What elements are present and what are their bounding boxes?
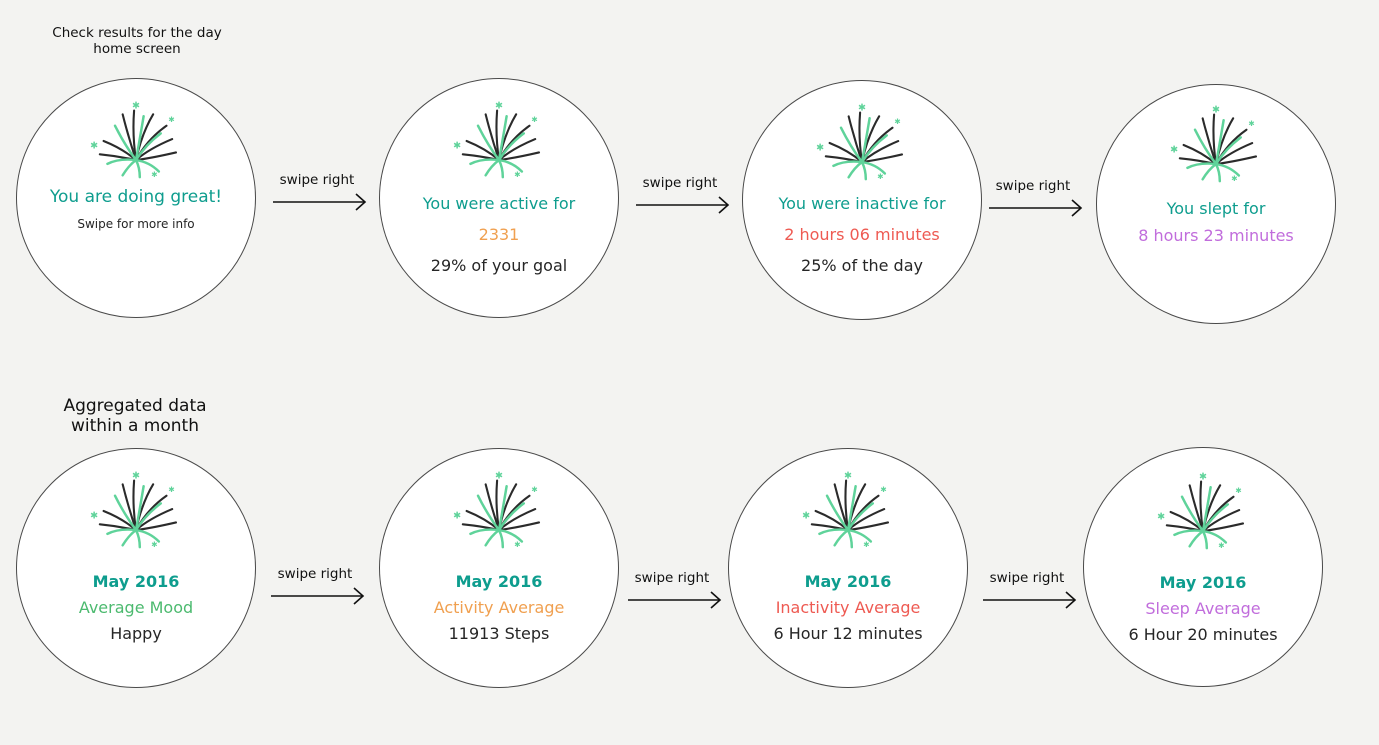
activity-average-value: 11913 Steps xyxy=(448,624,550,643)
activity-average-label: Activity Average xyxy=(433,598,565,617)
daily-screen-inactivity: You were inactive for 2 hours 06 minutes… xyxy=(742,80,982,320)
activity-goal-percent: 29% of your goal xyxy=(430,256,568,275)
sleep-caption: You slept for xyxy=(1166,199,1266,218)
sleep-average-value: 6 Hour 20 minutes xyxy=(1128,625,1278,644)
monthly-screen-mood: May 2016 Average Mood Happy xyxy=(16,448,256,688)
monthly-heading-line-1: Aggregated data xyxy=(63,396,207,416)
inactivity-caption: You were inactive for xyxy=(778,194,946,213)
mood-metric-label: Average Mood xyxy=(78,598,194,617)
arrow-right-icon xyxy=(271,587,365,605)
swipe-right-label: swipe right xyxy=(995,178,1071,194)
swipe-right-arrow-6: swipe right xyxy=(980,570,1080,610)
fireworks-icon xyxy=(1169,105,1258,185)
daily-screen-summary: You are doing great! Swipe for more info xyxy=(16,78,256,318)
swipe-right-arrow-2: swipe right xyxy=(633,175,733,215)
mood-value: Happy xyxy=(110,624,162,643)
arrow-right-icon xyxy=(983,591,1077,609)
swipe-right-label: swipe right xyxy=(634,570,710,586)
monthly-screen-inactivity: May 2016 Inactivity Average 6 Hour 12 mi… xyxy=(728,448,968,688)
swipe-right-arrow-3: swipe right xyxy=(986,178,1086,218)
monthly-screen-sleep: May 2016 Sleep Average 6 Hour 20 minutes xyxy=(1083,447,1323,687)
swipe-right-label: swipe right xyxy=(989,570,1065,586)
monthly-screen-activity: May 2016 Activity Average 11913 Steps xyxy=(379,448,619,688)
greeting-text: You are doing great! xyxy=(49,187,223,207)
swipe-right-arrow-5: swipe right xyxy=(625,570,725,610)
daily-screen-activity: You were active for 2331 29% of your goa… xyxy=(379,78,619,318)
inactivity-value: 2 hours 06 minutes xyxy=(784,225,940,244)
monthly-heading-line-2: within a month xyxy=(71,416,199,437)
activity-value: 2331 xyxy=(478,225,520,244)
fireworks-icon xyxy=(89,101,178,181)
fireworks-icon xyxy=(815,103,904,183)
sleep-month: May 2016 xyxy=(1159,573,1247,592)
fireworks-icon xyxy=(801,471,890,551)
fireworks-icon xyxy=(89,471,178,551)
activity-caption: You were active for xyxy=(422,194,576,213)
daily-heading: Check results for the day home screen xyxy=(36,25,238,57)
sleep-average-label: Sleep Average xyxy=(1145,599,1261,618)
arrow-right-icon xyxy=(273,193,367,211)
fireworks-icon xyxy=(452,471,541,551)
daily-screen-sleep: You slept for 8 hours 23 minutes xyxy=(1096,84,1336,324)
swipe-hint-text: Swipe for more info xyxy=(77,217,195,231)
monthly-heading: Aggregated data within a month xyxy=(44,396,226,437)
swipe-right-label: swipe right xyxy=(642,175,718,191)
fireworks-icon xyxy=(452,101,541,181)
daily-heading-line-1: Check results for the day xyxy=(52,25,222,41)
arrow-right-icon xyxy=(628,591,722,609)
swipe-right-arrow-1: swipe right xyxy=(270,172,370,212)
sleep-value: 8 hours 23 minutes xyxy=(1138,226,1294,245)
mood-month: May 2016 xyxy=(92,572,180,591)
inactivity-month: May 2016 xyxy=(804,572,892,591)
activity-month: May 2016 xyxy=(455,572,543,591)
daily-heading-line-2: home screen xyxy=(93,41,181,58)
swipe-right-label: swipe right xyxy=(279,172,355,188)
inactivity-average-label: Inactivity Average xyxy=(775,598,921,617)
swipe-right-label: swipe right xyxy=(277,566,353,582)
swipe-right-arrow-4: swipe right xyxy=(268,566,368,606)
fireworks-icon xyxy=(1156,472,1245,552)
inactivity-day-percent: 25% of the day xyxy=(801,256,923,275)
arrow-right-icon xyxy=(989,199,1083,217)
arrow-right-icon xyxy=(636,196,730,214)
inactivity-average-value: 6 Hour 12 minutes xyxy=(773,624,923,643)
